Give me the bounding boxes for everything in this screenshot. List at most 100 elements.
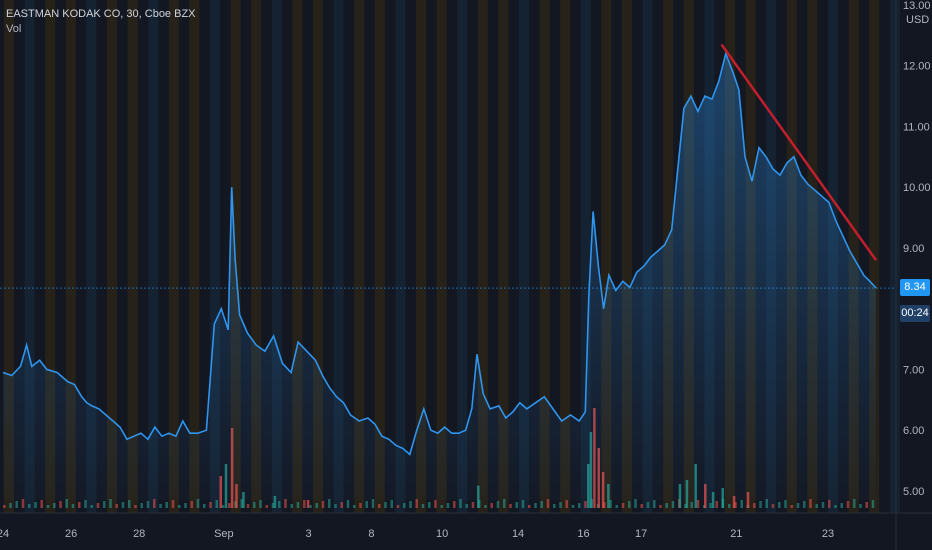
volume-bar — [309, 505, 312, 508]
volume-bar — [784, 500, 787, 508]
volume-bar — [28, 504, 31, 508]
volume-bar — [334, 504, 337, 508]
y-tick-label: 10.00 — [903, 182, 931, 194]
volume-bar — [584, 501, 587, 508]
session-stripe — [45, 0, 56, 513]
session-stripe — [168, 0, 179, 513]
y-tick-label: 13.00 — [903, 0, 931, 12]
volume-bar — [171, 500, 175, 508]
volume-bar — [284, 499, 287, 508]
x-tick-label: Sep — [214, 528, 234, 540]
volume-bar — [221, 505, 225, 508]
volume-bar — [471, 502, 475, 508]
x-tick-label: 14 — [512, 528, 524, 540]
volume-bar — [803, 501, 806, 508]
session-stripe — [601, 0, 612, 513]
volume-bar — [790, 505, 793, 508]
volume-bar — [490, 503, 493, 508]
session-stripe — [642, 0, 653, 513]
y-tick-label: 6.00 — [903, 425, 924, 437]
session-stripe — [4, 0, 14, 513]
volume-bar — [53, 503, 56, 508]
volume-bar — [640, 504, 643, 508]
volume-bar — [628, 501, 631, 508]
volume-bar — [821, 502, 825, 508]
session-stripe — [313, 0, 323, 513]
volume-bar — [709, 503, 712, 508]
x-tick-label: 23 — [822, 528, 834, 540]
session-stripe — [416, 0, 426, 513]
volume-bar — [71, 504, 75, 508]
volume-bar — [859, 504, 862, 508]
volume-bar — [665, 503, 668, 508]
volume-bar — [121, 502, 125, 508]
volume-indicator-label[interactable]: Vol — [6, 23, 22, 35]
y-tick-label: 11.00 — [903, 121, 930, 133]
volume-bar — [446, 503, 450, 508]
volume-bar — [21, 499, 25, 508]
volume-bar — [273, 496, 277, 508]
volume-bar — [306, 500, 310, 508]
session-stripe — [477, 0, 488, 513]
volume-bar — [453, 501, 456, 508]
session-stripe — [539, 0, 550, 513]
session-stripe — [395, 0, 406, 513]
volume-bar — [684, 504, 687, 508]
volume-bar — [253, 502, 256, 508]
x-tick-label: 17 — [635, 528, 647, 540]
volume-bar — [328, 499, 331, 508]
volume-bar — [46, 505, 50, 508]
volume-bar — [403, 503, 406, 508]
session-stripe — [271, 0, 282, 513]
volume-bar — [732, 496, 736, 508]
volume-bar — [440, 505, 443, 508]
session-stripe — [86, 0, 97, 513]
volume-bar — [240, 499, 243, 508]
volume-bar — [559, 502, 562, 508]
volume-bar — [834, 505, 837, 508]
volume-bar — [465, 504, 468, 508]
volume-bar — [359, 503, 362, 508]
volume-bar — [659, 505, 662, 508]
volume-bar — [621, 503, 625, 508]
x-tick-label: 16 — [577, 528, 589, 540]
session-stripe — [580, 0, 591, 513]
session-stripe — [148, 0, 159, 513]
volume-bar — [390, 500, 393, 508]
volume-bar — [509, 504, 512, 508]
volume-bar — [459, 499, 462, 508]
session-stripe — [107, 0, 117, 513]
volume-bar — [853, 499, 856, 508]
volume-bar — [753, 503, 756, 508]
x-tick-label: 26 — [65, 528, 77, 540]
session-stripe — [189, 0, 200, 513]
volume-bar — [128, 500, 131, 508]
volume-bar — [434, 500, 437, 508]
volume-bar — [540, 501, 543, 508]
volume-bar — [396, 505, 400, 508]
volume-bar — [315, 503, 318, 508]
volume-bar — [503, 499, 506, 508]
volume-bar — [203, 504, 206, 508]
bar-countdown-badge: 00:24 — [900, 305, 930, 323]
price-line — [2, 50, 877, 456]
session-stripe — [24, 0, 35, 513]
session-stripe — [374, 0, 385, 513]
y-axis-ticks: 13.00 12.00 11.00 10.00 9.00 7.00 6.00 5.00 — [903, 0, 931, 498]
volume-bar — [115, 504, 118, 508]
volume-bar — [384, 502, 387, 508]
session-stripe — [498, 0, 509, 513]
session-stripe — [333, 0, 344, 513]
volume-bar — [515, 502, 518, 508]
chart-legend: EASTMAN KODAK CO, 30, Cboe BZX Vol — [6, 7, 196, 37]
volume-bar — [353, 505, 356, 508]
volume-bar — [9, 503, 12, 508]
session-stripe — [292, 0, 303, 513]
volume-bar — [771, 504, 775, 508]
volume-bar — [15, 501, 18, 508]
volume-bar — [646, 502, 650, 508]
session-stripe — [251, 0, 262, 513]
symbol-label[interactable]: EASTMAN KODAK CO, 30, Cboe BZX — [6, 8, 196, 20]
